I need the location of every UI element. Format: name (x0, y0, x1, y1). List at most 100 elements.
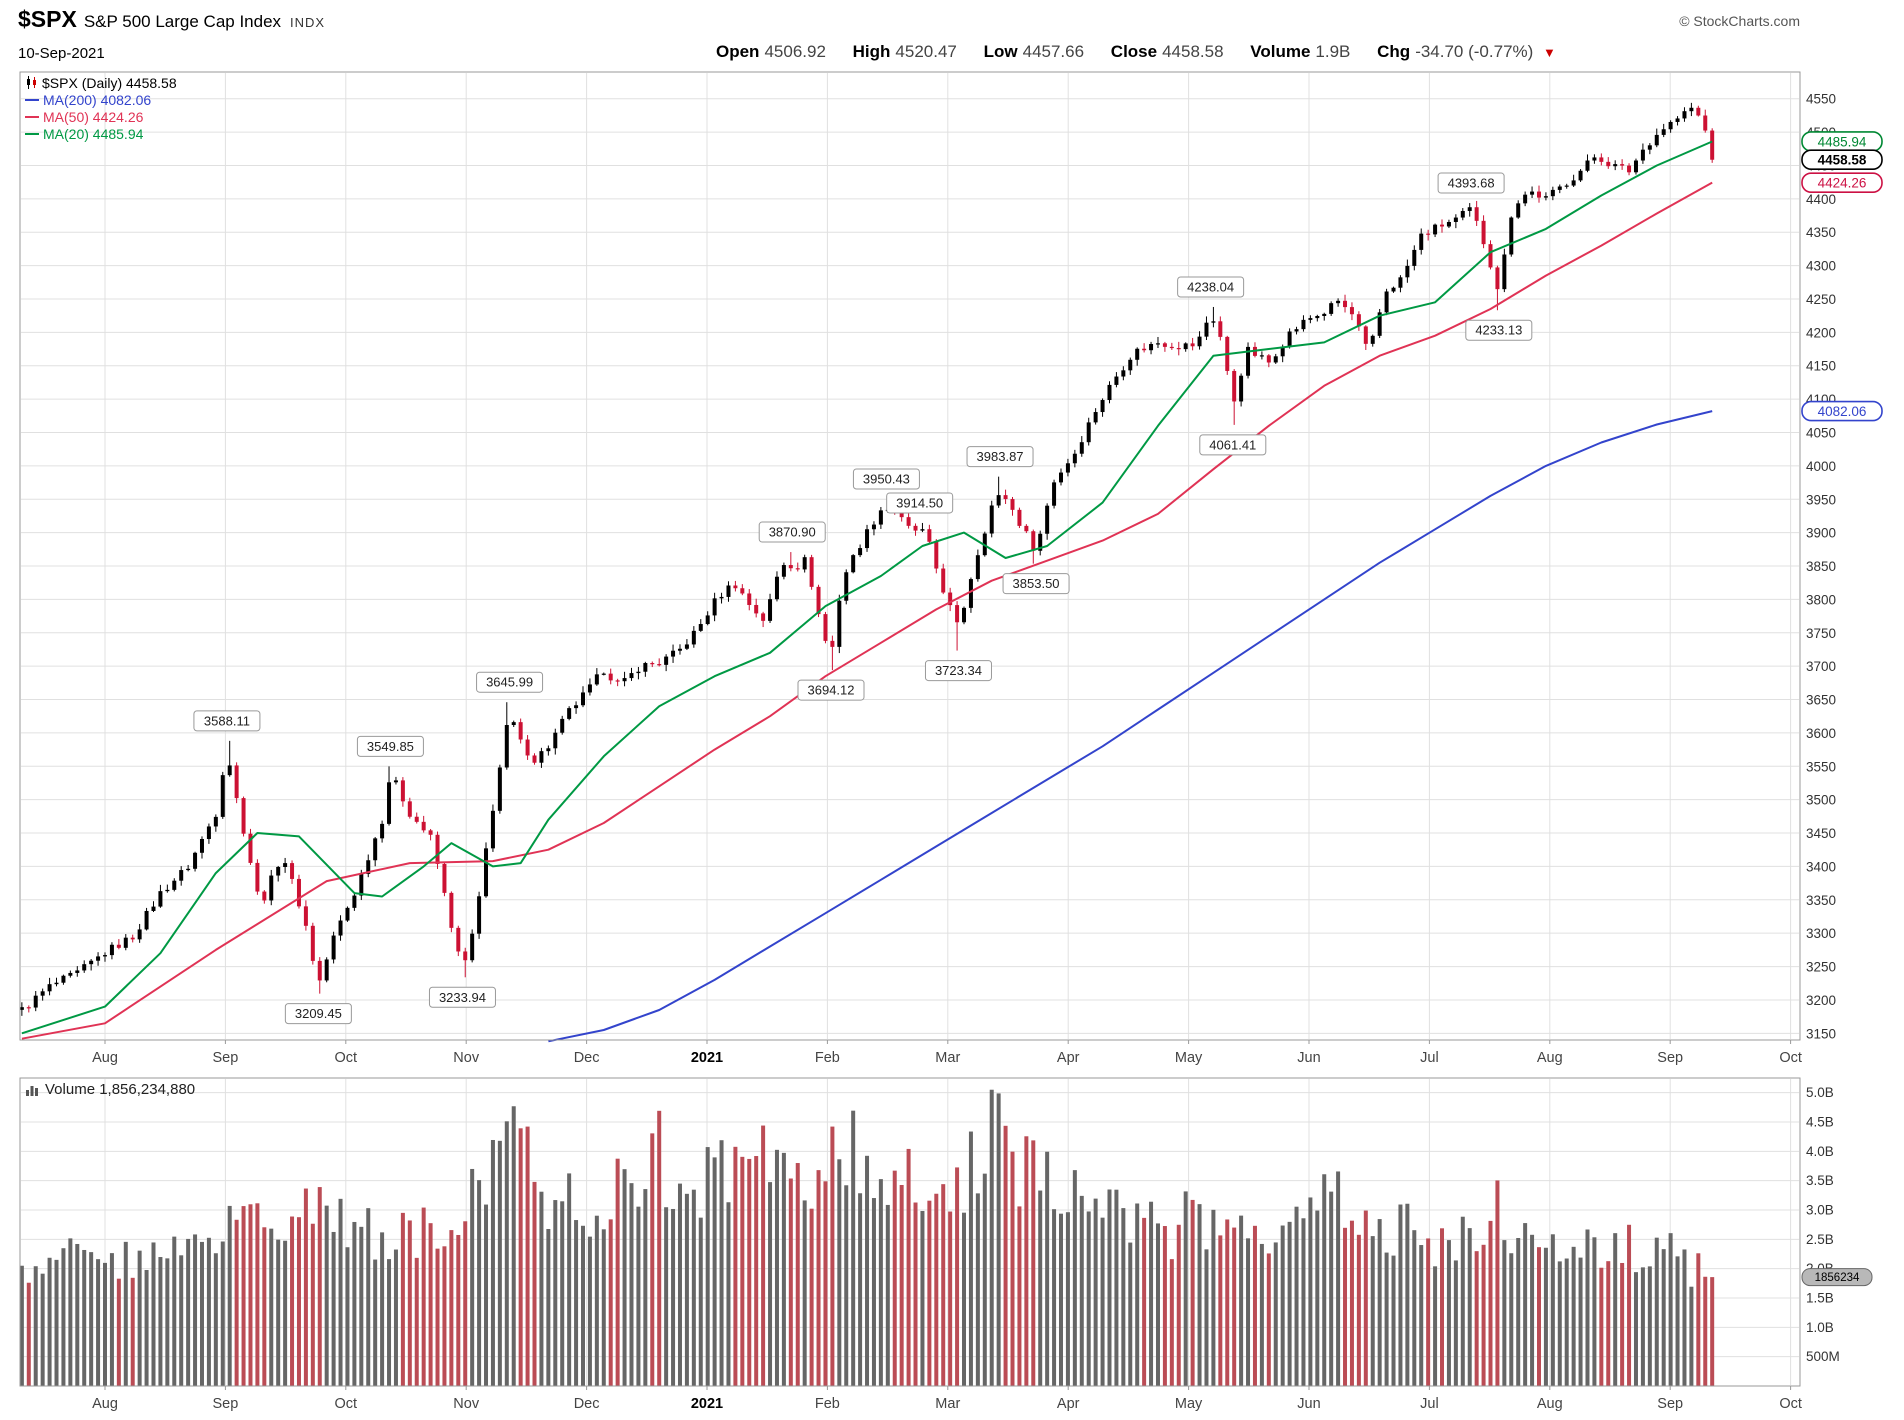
svg-text:Nov: Nov (453, 1050, 480, 1066)
svg-text:Sep: Sep (212, 1050, 238, 1066)
svg-text:3700: 3700 (1806, 659, 1836, 674)
price-annotation: 3645.99 (476, 671, 544, 693)
legend-ma20: MA(20) 4485.94 (25, 125, 177, 142)
svg-text:4393.68: 4393.68 (1448, 176, 1495, 191)
open-value: 4506.92 (764, 42, 826, 61)
svg-text:3400: 3400 (1806, 859, 1836, 874)
svg-text:3650: 3650 (1806, 693, 1836, 708)
svg-text:3800: 3800 (1806, 592, 1836, 607)
svg-text:4200: 4200 (1806, 325, 1836, 340)
svg-text:4050: 4050 (1806, 425, 1836, 440)
svg-text:3.0B: 3.0B (1806, 1203, 1834, 1218)
price-annotation: 3588.11 (193, 710, 261, 732)
svg-text:1856234: 1856234 (1815, 1272, 1860, 1284)
legend-series-spx: $SPX (Daily) 4458.58 (25, 74, 177, 91)
svg-text:2021: 2021 (691, 1050, 723, 1066)
svg-text:Sep: Sep (212, 1396, 238, 1412)
svg-text:3600: 3600 (1806, 726, 1836, 741)
svg-text:4424.26: 4424.26 (1818, 175, 1867, 190)
svg-text:3549.85: 3549.85 (367, 739, 414, 754)
svg-text:3694.12: 3694.12 (808, 683, 855, 698)
svg-text:4150: 4150 (1806, 359, 1836, 374)
svg-text:May: May (1175, 1396, 1203, 1412)
svg-text:Jul: Jul (1420, 1396, 1439, 1412)
price-annotation: 3694.12 (797, 679, 865, 701)
close-value: 4458.58 (1162, 42, 1224, 61)
svg-text:2021: 2021 (691, 1396, 723, 1412)
chart-legend: $SPX (Daily) 4458.58 MA(200) 4082.06 MA(… (25, 74, 177, 142)
price-annotation: 3549.85 (356, 735, 424, 757)
svg-text:5.0B: 5.0B (1806, 1085, 1834, 1100)
svg-text:4485.94: 4485.94 (1818, 134, 1867, 149)
svg-text:4000: 4000 (1806, 459, 1836, 474)
volume-bars-icon (25, 1083, 39, 1096)
svg-text:3550: 3550 (1806, 759, 1836, 774)
svg-text:4233.13: 4233.13 (1475, 323, 1522, 338)
svg-text:Aug: Aug (1537, 1050, 1563, 1066)
svg-text:Apr: Apr (1057, 1396, 1080, 1412)
price-callout: 4485.94 (1801, 131, 1883, 152)
svg-text:500M: 500M (1806, 1349, 1840, 1364)
svg-text:4.5B: 4.5B (1806, 1115, 1834, 1130)
open-label: Open (716, 42, 760, 61)
svg-text:Nov: Nov (453, 1396, 480, 1412)
svg-text:Aug: Aug (92, 1396, 118, 1412)
svg-text:3450: 3450 (1806, 826, 1836, 841)
price-annotation: 3233.94 (428, 986, 496, 1008)
svg-text:3200: 3200 (1806, 993, 1836, 1008)
change-value: -34.70 (-0.77%) (1415, 42, 1534, 61)
svg-text:3950: 3950 (1806, 492, 1836, 507)
svg-text:3853.50: 3853.50 (1013, 576, 1060, 591)
low-label: Low (983, 42, 1018, 61)
volume-value: 1.9B (1315, 42, 1351, 61)
chart-title: $SPX S&P 500 Large Cap Index INDX (18, 6, 325, 33)
price-callout: 4458.58 (1801, 149, 1883, 171)
price-callout: 4424.26 (1801, 172, 1883, 193)
svg-text:Feb: Feb (815, 1050, 840, 1066)
svg-text:Aug: Aug (92, 1050, 118, 1066)
svg-text:4300: 4300 (1806, 259, 1836, 274)
candlestick-icon (25, 76, 38, 89)
svg-text:3850: 3850 (1806, 559, 1836, 574)
ma20-line (21, 140, 1713, 1035)
svg-text:May: May (1175, 1050, 1203, 1066)
svg-text:3983.87: 3983.87 (977, 449, 1024, 464)
svg-text:Dec: Dec (574, 1396, 600, 1412)
svg-text:Jun: Jun (1297, 1396, 1320, 1412)
price-callout: 4082.06 (1801, 400, 1883, 422)
legend-ma50: MA(50) 4424.26 (25, 108, 177, 125)
svg-text:Sep: Sep (1657, 1396, 1683, 1412)
svg-text:Oct: Oct (335, 1396, 358, 1412)
svg-text:4.0B: 4.0B (1806, 1144, 1834, 1159)
symbol: $SPX (18, 6, 77, 32)
volume-label: Volume (1250, 42, 1311, 61)
moving-average-lines (21, 140, 1713, 1043)
high-label: High (852, 42, 891, 61)
svg-text:3233.94: 3233.94 (439, 990, 486, 1005)
svg-text:Jul: Jul (1420, 1050, 1439, 1066)
change-label: Chg (1377, 42, 1411, 61)
svg-text:3750: 3750 (1806, 626, 1836, 641)
svg-text:3588.11: 3588.11 (204, 713, 250, 728)
svg-text:Jun: Jun (1297, 1050, 1320, 1066)
price-callout-badges: 4485.94 4424.26 4082.06 4458.58 (1801, 131, 1883, 422)
volume-callout-badge: 1856234 (1801, 1268, 1873, 1287)
price-annotation: 3209.45 (284, 1003, 352, 1025)
candlesticks (19, 102, 1715, 1016)
svg-text:3300: 3300 (1806, 926, 1836, 941)
plot-frames (19, 71, 1801, 1390)
svg-text:4400: 4400 (1806, 192, 1836, 207)
volume-legend: Volume 1,856,234,880 (25, 1081, 195, 1098)
volume-legend-label: Volume 1,856,234,880 (45, 1081, 196, 1098)
svg-text:3350: 3350 (1806, 893, 1836, 908)
low-value: 4457.66 (1022, 42, 1085, 61)
copyright: © StockCharts.com (1679, 13, 1800, 29)
svg-text:3723.34: 3723.34 (935, 663, 982, 678)
volume-bars (19, 1089, 1715, 1386)
svg-text:4350: 4350 (1806, 225, 1836, 240)
svg-text:4238.04: 4238.04 (1187, 279, 1234, 294)
ma50-line (21, 181, 1713, 1040)
price-annotation: 4393.68 (1437, 172, 1505, 194)
